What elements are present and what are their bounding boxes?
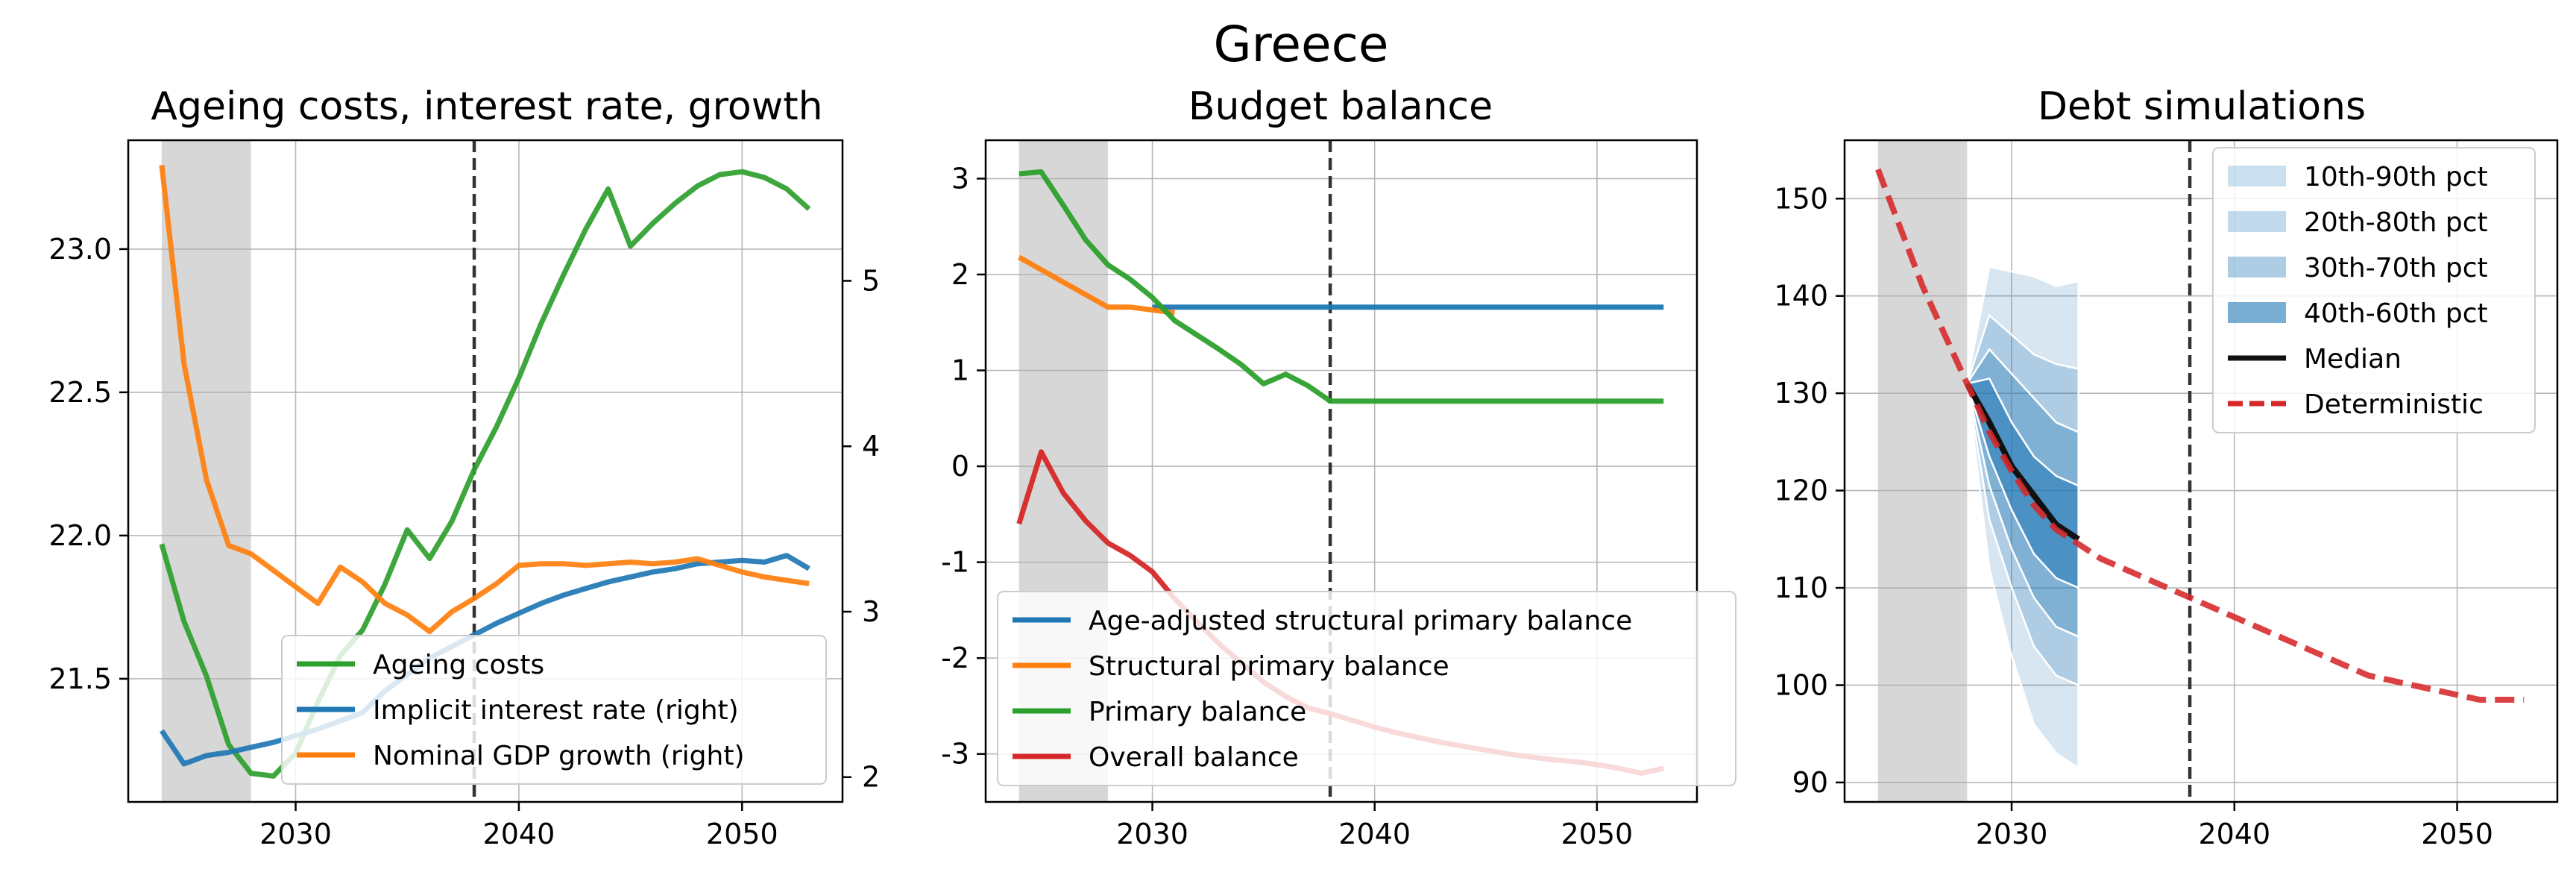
debt-legend-label: 30th-70th pct [2304, 253, 2488, 283]
budget-ytick-label: 1 [951, 354, 969, 387]
ageing-xtick-label: 2040 [483, 818, 555, 850]
debt-legend-swatch [2228, 257, 2286, 278]
budget-ytick-label: 3 [951, 162, 969, 195]
ageing-ytick-label: 23.0 [48, 233, 112, 266]
debt-legend-swatch [2228, 211, 2286, 232]
panel-ageing-plot: 2030 2040 2050 21.5 22.0 22.5 23.0 2 3 4 5 Ageing c… [48, 139, 880, 850]
budget-legend-label: Structural primary balance [1089, 651, 1449, 682]
debt-series-group [1875, 168, 2525, 770]
ageing-legend-label: Implicit interest rate (right) [373, 695, 739, 726]
budget-legend-box [997, 591, 1736, 786]
budget-ytick-label: 2 [951, 258, 969, 291]
budget-ytick-label: -2 [941, 642, 969, 674]
debt-legend-label: Deterministic [2304, 389, 2484, 420]
ageing-ytick-label: 22.5 [48, 376, 112, 409]
debt-series-deterministic [1875, 168, 2525, 703]
budget-frame [984, 139, 1698, 803]
panel-budget-title: Budget balance [1188, 84, 1493, 129]
panel-ageing-title: Ageing costs, interest rate, growth [151, 84, 822, 129]
debt-legend-label: Median [2304, 344, 2402, 374]
ageing-series-ageing-costs [159, 169, 811, 779]
ageing-xtick-label: 2050 [706, 818, 778, 850]
ageing-ytick-right-label: 5 [862, 264, 880, 297]
budget-legend-label: Overall balance [1089, 742, 1299, 773]
ageing-frame [127, 139, 844, 803]
ageing-ytick-right-label: 2 [862, 761, 880, 794]
panel-budget-plot: 2030 2040 2050 -3 -2 -1 0 1 2 3 Age-adjusted struc… [941, 139, 1736, 850]
ageing-series-implicit-interest [159, 553, 810, 767]
debt-legend-swatch [2228, 166, 2286, 186]
ageing-ytick-right-label: 4 [862, 430, 880, 463]
figure-title: Greece [1214, 16, 1389, 73]
debt-xtick-label: 2050 [2421, 818, 2493, 850]
budget-ytick-label: -1 [941, 546, 969, 579]
debt-legend-label: 10th-90th pct [2304, 162, 2488, 192]
budget-xtick-label: 2030 [1116, 818, 1188, 850]
debt-frame [1843, 139, 2559, 803]
panel-ageing: Ageing costs, interest rate, growth 2030… [48, 84, 880, 850]
debt-series-median [1964, 382, 2080, 542]
ageing-legend-label: Nominal GDP growth (right) [373, 741, 745, 771]
budget-legend-label: Age-adjusted structural primary balance [1089, 606, 1632, 636]
panel-debt-plot: 2030 2040 2050 90 100 110 120 130 140 150 10th-90t… [1774, 139, 2559, 850]
debt-ytick-label: 100 [1774, 668, 1828, 701]
debt-projection-shade [1877, 140, 1968, 802]
debt-legend-label: 40th-60th pct [2304, 298, 2488, 329]
panel-budget: Budget balance 2030 2040 2050 -3 -2 -1 0 1 2 3 Age… [941, 84, 1736, 850]
ageing-ytick-right-label: 3 [862, 595, 880, 628]
budget-ytick-label: 0 [951, 450, 969, 483]
debt-xtick-label: 2030 [1976, 818, 2048, 850]
debt-ytick-label: 150 [1774, 182, 1828, 215]
debt-ytick-label: 140 [1774, 280, 1828, 313]
debt-legend-box [2212, 147, 2536, 433]
budget-legend-label: Primary balance [1089, 697, 1306, 727]
ageing-legend-label: Ageing costs [373, 650, 544, 680]
ageing-ytick-label: 22.0 [48, 519, 112, 552]
panel-debt: Debt simulations 2030 2040 2050 90 100 110 120… [1774, 84, 2559, 850]
debt-ytick-label: 130 [1774, 377, 1828, 410]
debt-ytick-label: 110 [1774, 571, 1828, 604]
budget-series-primary [1018, 169, 1664, 404]
debt-ytick-label: 90 [1792, 766, 1828, 799]
ageing-xtick-label: 2030 [259, 818, 332, 850]
debt-ytick-label: 120 [1774, 474, 1828, 507]
ageing-legend-box [281, 635, 827, 785]
ageing-series-nominal-growth [159, 164, 810, 635]
panel-debt-title: Debt simulations [2038, 84, 2366, 129]
budget-ytick-label: -3 [941, 738, 969, 771]
budget-xtick-label: 2040 [1338, 818, 1411, 850]
debt-legend-label: 20th-80th pct [2304, 207, 2488, 238]
budget-xtick-label: 2050 [1561, 818, 1633, 850]
budget-series-structural [1017, 254, 1175, 316]
ageing-series-group [159, 164, 811, 779]
ageing-ytick-label: 21.5 [48, 662, 112, 695]
debt-legend-swatch [2228, 302, 2286, 323]
debt-xtick-label: 2040 [2198, 818, 2270, 850]
